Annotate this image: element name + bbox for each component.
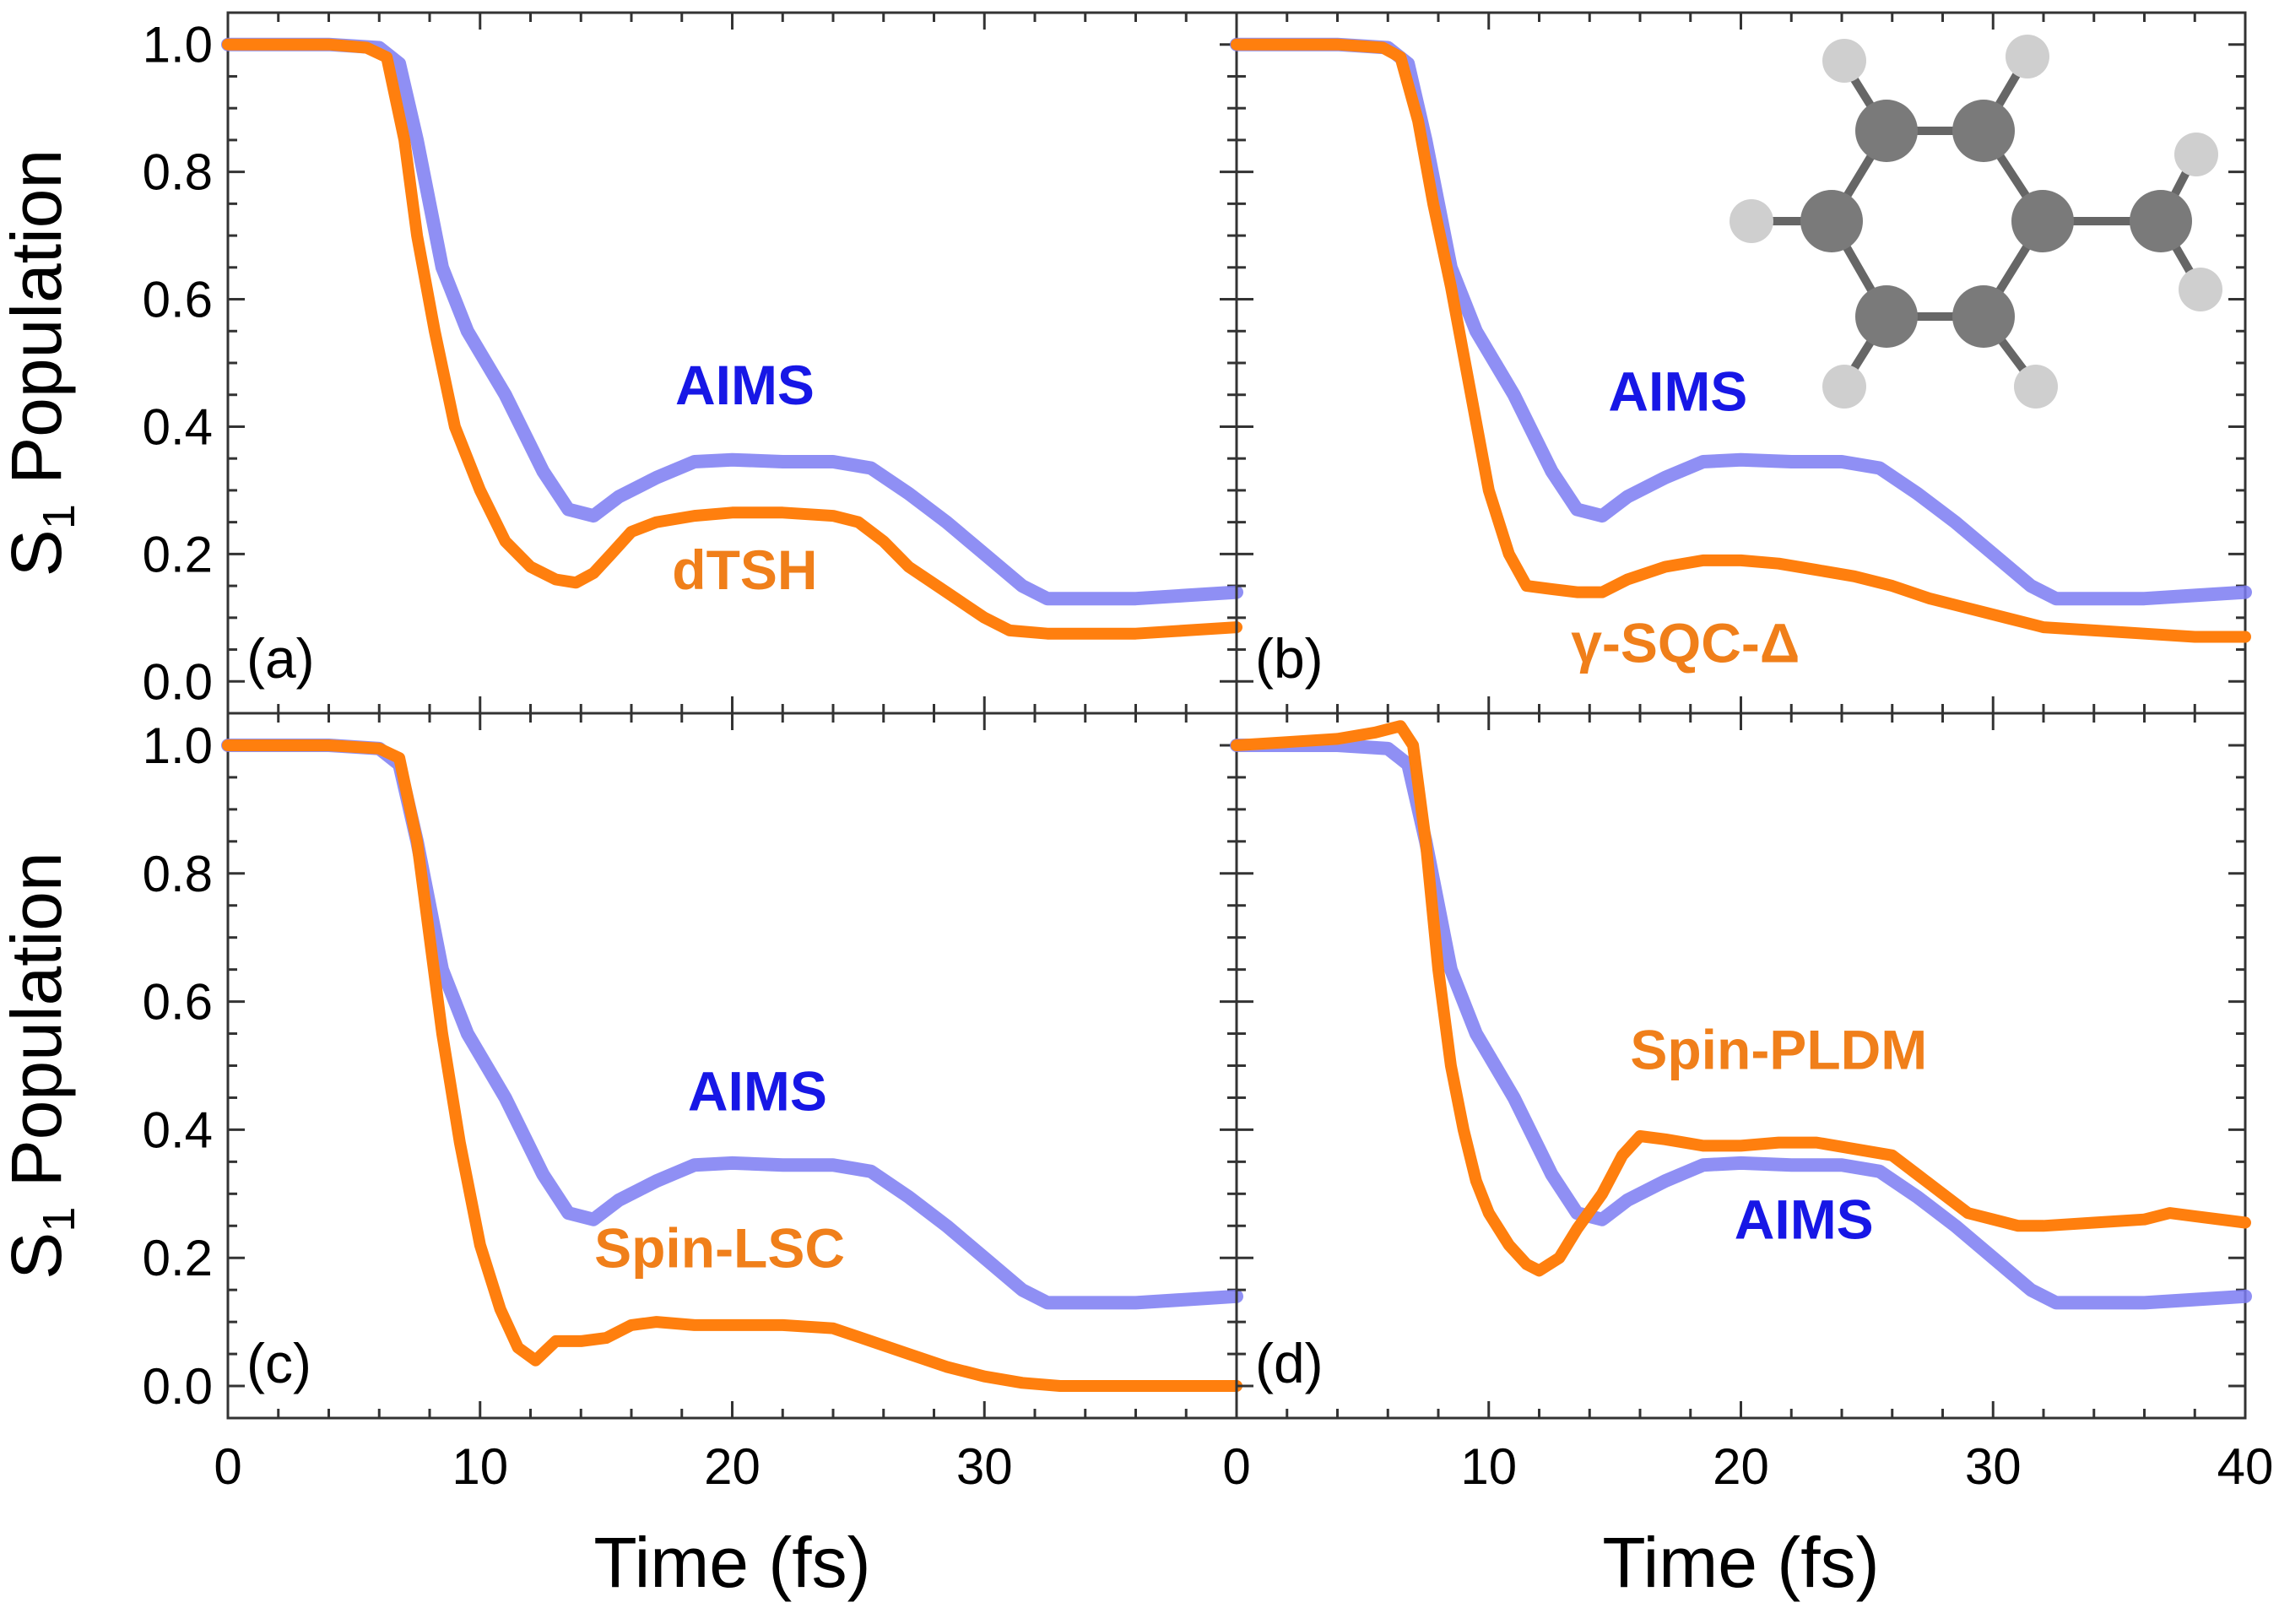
- panel-a: 0.0 0.2 0.4 0.6 0.8 1.0 S1 Population AIMS dTSH (…: [0, 11, 1243, 715]
- panel-b: AIMS γ-SQC-Δ (b): [1230, 11, 2252, 715]
- molecule-dark-atoms: [1800, 100, 2192, 348]
- x-tick-label: 30: [1965, 1438, 2022, 1495]
- series-line-aims: [221, 37, 1243, 606]
- panel-label: (b): [1255, 627, 1324, 690]
- molecule-light-atoms: [1730, 35, 2222, 409]
- panel-label: (a): [246, 627, 315, 690]
- x-tick-label: 0: [214, 1438, 241, 1495]
- y-tick-label: 0.6: [143, 272, 213, 328]
- panel-label: (c): [246, 1332, 311, 1394]
- y-tick-label: 0.4: [143, 1102, 213, 1158]
- series-label: AIMS: [688, 1060, 827, 1123]
- series-line--sqc-: [1231, 38, 2251, 643]
- y-axis-title: S1 Population: [0, 852, 84, 1279]
- y-tick-label: 0.6: [143, 974, 213, 1031]
- series-label: γ-SQC-Δ: [1571, 612, 1800, 674]
- y-tick-label: 1.0: [143, 717, 213, 774]
- series-line-aims: [1230, 37, 2252, 606]
- series-label: Spin-LSC: [594, 1217, 845, 1280]
- x-tick-label: 0: [1222, 1438, 1250, 1495]
- x-tick-label: 10: [452, 1438, 508, 1495]
- x-tick-label: 10: [1460, 1438, 1517, 1495]
- y-tick-label: 0.2: [143, 1230, 213, 1286]
- panel-c: 0.0 0.2 0.4 0.6 0.8 1.0 0 10 20 30 Time (fs) S1 Pop…: [0, 712, 1243, 1602]
- panel-label: (d): [1255, 1332, 1324, 1394]
- x-tick-label: 20: [1713, 1438, 1769, 1495]
- series-label: AIMS: [1608, 360, 1747, 423]
- y-tick-label: 0.8: [143, 144, 213, 201]
- series-label: dTSH: [672, 539, 817, 601]
- panel-d: 0 10 20 30 40 Time (fs) Spin-PLDM AIMS (d): [1222, 712, 2274, 1602]
- series-label: Spin-PLDM: [1630, 1018, 1927, 1080]
- series-label: AIMS: [675, 354, 815, 416]
- toluene-molecule-inset: [1730, 35, 2222, 409]
- x-axis-title: Time (fs): [593, 1523, 870, 1602]
- x-tick-label: 30: [956, 1438, 1013, 1495]
- panels: 0.0 0.2 0.4 0.6 0.8 1.0 S1 Population AIMS dTSH (…: [0, 11, 2274, 1602]
- y-tick-label: 1.0: [143, 17, 213, 73]
- x-axis-title: Time (fs): [1602, 1523, 1879, 1602]
- y-tick-label: 0.0: [143, 1358, 213, 1415]
- series-line-spin-lsc: [222, 739, 1242, 1392]
- x-tick-label: 40: [2217, 1438, 2274, 1495]
- x-tick-label: 20: [704, 1438, 761, 1495]
- series-line-spin-pldm: [1231, 720, 2251, 1277]
- series-line-dtsh: [222, 38, 1242, 640]
- y-tick-label: 0.0: [143, 653, 213, 710]
- y-tick-label: 0.2: [143, 526, 213, 582]
- y-tick-label: 0.8: [143, 846, 213, 902]
- y-axis-title: S1 Population: [0, 149, 84, 577]
- y-tick-label: 0.4: [143, 398, 213, 455]
- series-label: AIMS: [1735, 1188, 1874, 1250]
